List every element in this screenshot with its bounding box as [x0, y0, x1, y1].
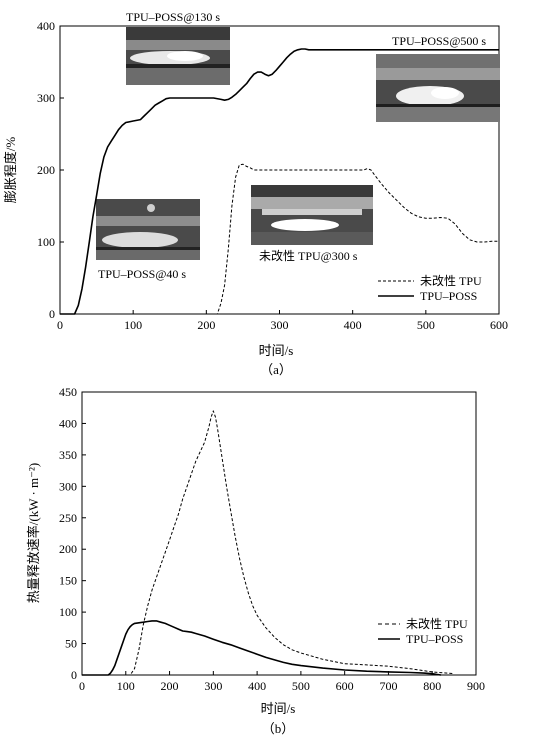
- annotation-unmodified-tpu-300s: 未改性 TPU@300 s: [259, 249, 358, 263]
- photo-tpu-poss-500s: [376, 54, 500, 122]
- chart-b-ytick-label: 100: [59, 605, 77, 619]
- chart-a-series-line-unmodified-tpu: [60, 163, 499, 315]
- chart-b-ylabel: 热量释放速率/(kW · m⁻²): [26, 463, 41, 604]
- chart-a-ytick-label: 0: [49, 307, 55, 321]
- chart-a-xtick-label: 200: [197, 318, 215, 332]
- annotation-tpu-poss-500s: TPU–POSS@500 s: [392, 34, 486, 48]
- chart-b-axes: [81, 391, 477, 676]
- chart-b-xtick-label: 600: [336, 679, 354, 693]
- legend-a-label-poss: TPU–POSS: [420, 289, 477, 303]
- chart-b-series: [82, 410, 455, 676]
- chart-a-series-line-tpu-poss: [60, 48, 499, 315]
- chart-a-ytick-label: 300: [37, 91, 55, 105]
- chart-a-xtick-label: 600: [490, 318, 508, 332]
- chart-b-ytick-label: 300: [59, 479, 77, 493]
- chart-b-xtick-label: 800: [423, 679, 441, 693]
- chart-b-ticks: 0 100 200 300 400 500 600 700 800 900 0 50 100 150 200…: [59, 385, 485, 693]
- chart-a-series: [60, 48, 499, 315]
- chart-b-xtick-label: 100: [117, 679, 135, 693]
- chart-a: 0 100 200 300 400 500 600 0 100 200 300 400: [3, 10, 508, 377]
- chart-b-xlabel: 时间/s: [261, 701, 296, 716]
- chart-a-ylabel: 膨胀程度/%: [3, 137, 18, 204]
- chart-b-ytick-label: 50: [65, 637, 77, 651]
- legend-b-label-unmodified: 未改性 TPU: [406, 617, 468, 631]
- chart-b-xtick-label: 200: [161, 679, 179, 693]
- chart-a-ytick-label: 100: [37, 235, 55, 249]
- chart-b-series-line-unmodified-tpu: [82, 410, 455, 676]
- chart-a-xtick-label: 100: [124, 318, 142, 332]
- chart-b-ytick-label: 150: [59, 574, 77, 588]
- chart-a-ticks: 0 100 200 300 400 500 600 0 100 200 300 400: [37, 19, 508, 332]
- chart-a-xtick-label: 400: [344, 318, 362, 332]
- chart-b-xtick-label: 300: [204, 679, 222, 693]
- chart-a-legend: 未改性 TPU TPU–POSS: [378, 274, 482, 303]
- chart-b-xtick-label: 900: [467, 679, 485, 693]
- chart-b-panel-label: （b）: [262, 721, 295, 736]
- chart-b-ytick-label: 0: [71, 668, 77, 682]
- legend-b-label-poss: TPU–POSS: [406, 632, 463, 646]
- chart-b-legend: 未改性 TPU TPU–POSS: [378, 617, 468, 646]
- chart-b-ytick-label: 250: [59, 511, 77, 525]
- chart-b-ytick-label: 200: [59, 542, 77, 556]
- chart-a-ytick-label: 400: [37, 19, 55, 33]
- chart-b-xtick-label: 700: [379, 679, 397, 693]
- chart-a-xlabel: 时间/s: [259, 343, 294, 358]
- chart-a-xtick-label: 300: [271, 318, 289, 332]
- chart-b-xtick-label: 0: [79, 679, 85, 693]
- annotation-tpu-poss-40s: TPU–POSS@40 s: [98, 267, 186, 281]
- chart-b-ytick-label: 450: [59, 385, 77, 399]
- chart-b-ytick-label: 400: [59, 416, 77, 430]
- chart-b: 0 100 200 300 400 500 600 700 800 900 0 50 100 150 200…: [26, 385, 485, 736]
- chart-b-series-line-tpu-poss: [82, 620, 442, 676]
- chart-b-xtick-label: 400: [248, 679, 266, 693]
- chart-a-panel-label: （a）: [260, 362, 292, 377]
- chart-b-xtick-label: 500: [292, 679, 310, 693]
- chart-a-ytick-label: 200: [37, 163, 55, 177]
- annotation-tpu-poss-130s: TPU–POSS@130 s: [126, 10, 220, 24]
- photo-tpu-poss-130s: [126, 27, 230, 85]
- legend-a-label-unmodified: 未改性 TPU: [420, 274, 482, 288]
- photo-unmodified-tpu-300s: [251, 185, 373, 245]
- chart-a-xtick-label: 500: [417, 318, 435, 332]
- photo-tpu-poss-40s: [96, 199, 200, 260]
- chart-a-xtick-label: 0: [57, 318, 63, 332]
- chart-b-ytick-label: 350: [59, 448, 77, 462]
- chart-b-plot-frame: [81, 391, 477, 676]
